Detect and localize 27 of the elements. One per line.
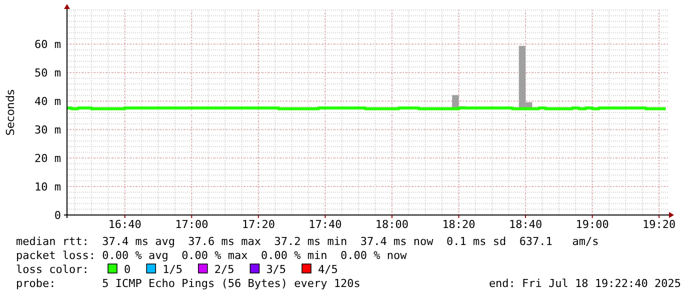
legend-label: 1/5 (162, 263, 182, 276)
legend-label: 2/5 (214, 263, 234, 276)
y-axis-title: Seconds (4, 89, 17, 136)
text: packet loss: 0.00 % avg 0.00 % max 0.00 % min 0.00 % now (16, 249, 408, 262)
legend-title: loss color: (16, 263, 89, 276)
y-tick-label: 0 (54, 209, 61, 222)
x-tick-label: 17:00 (175, 218, 208, 231)
x-tick-label: 19:00 (576, 218, 609, 231)
x-tick-label: 16:40 (108, 218, 142, 231)
legend-label: 3/5 (266, 263, 286, 276)
x-tick-label: 18:40 (508, 218, 542, 231)
text: end: Fri Jul 18 19:22:40 2025 (488, 277, 681, 290)
y-tick-label: 20 m (34, 152, 62, 166)
x-tick-label: 18:00 (375, 218, 409, 231)
y-tick-label: 50 m (34, 66, 62, 80)
y-tick-label: 10 m (34, 180, 62, 194)
legend-label: 0 (124, 263, 131, 276)
y-tick-label: 60 m (34, 38, 62, 52)
y-tick-label: 40 m (34, 95, 62, 108)
text: probe: 5 ICMP Echo Pings (56 Bytes) every 120s (16, 277, 360, 290)
x-tick-label: 19:20 (642, 218, 676, 231)
legend-label: 4/5 (318, 263, 338, 276)
text: median rtt: 37.4 ms avg 37.6 ms max 37.2 ms min 37.4 ms now 0.1 ms sd 637.1 am/s (16, 235, 599, 248)
x-tick-label: 18:20 (442, 218, 476, 231)
x-tick-label: 17:40 (308, 218, 342, 231)
y-tick-label: 30 m (34, 124, 62, 137)
x-tick-label: 17:20 (242, 218, 275, 231)
